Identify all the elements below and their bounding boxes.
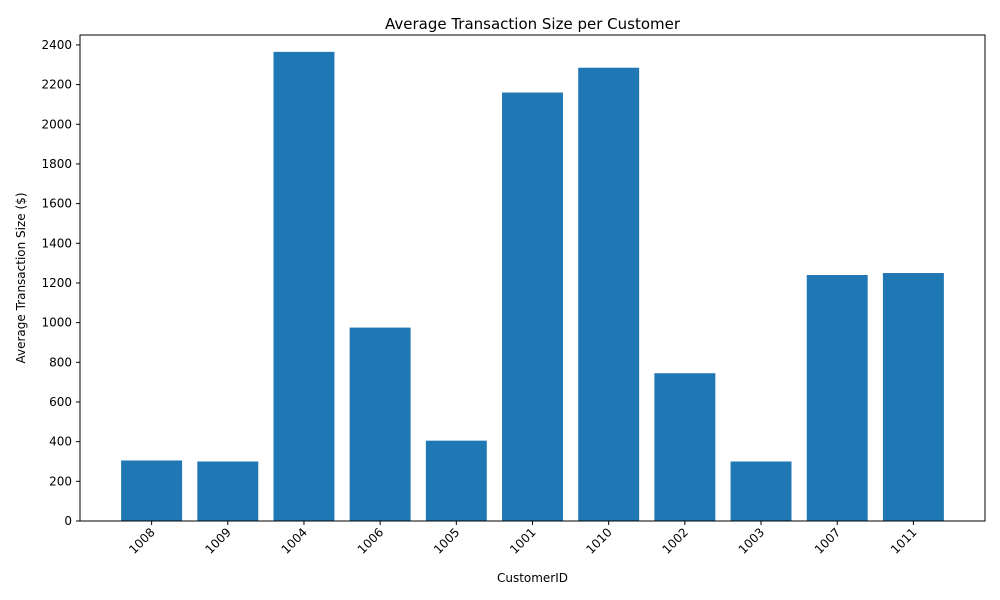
y-tick-label: 2000 xyxy=(41,117,72,131)
x-tick-label-1008: 1008 xyxy=(126,525,157,556)
x-tick-label-1009: 1009 xyxy=(202,525,233,556)
plot-frame xyxy=(79,34,986,522)
y-tick-label: 0 xyxy=(64,514,72,528)
bar-1003 xyxy=(730,461,792,521)
x-tick-label-1002: 1002 xyxy=(659,525,690,556)
y-tick-label: 200 xyxy=(49,474,72,488)
x-tick-label-1010: 1010 xyxy=(583,525,614,556)
x-tick-label-1006: 1006 xyxy=(355,525,386,556)
x-tick-label-1003: 1003 xyxy=(736,525,767,556)
bar-1008 xyxy=(121,460,183,521)
x-tick-label-1001: 1001 xyxy=(507,525,538,556)
y-tick-label: 1400 xyxy=(41,236,72,250)
y-tick-label: 400 xyxy=(49,435,72,449)
bar-1001 xyxy=(502,92,563,521)
y-axis-label: Average Transaction Size ($) xyxy=(14,193,28,364)
bars xyxy=(121,51,944,522)
bar-1007 xyxy=(806,275,868,521)
bar-1009 xyxy=(197,461,259,521)
y-tick-label: 1200 xyxy=(41,276,72,290)
x-tick-label-1004: 1004 xyxy=(279,525,310,556)
y-tick-label: 1000 xyxy=(41,316,72,330)
y-tick-label: 800 xyxy=(49,355,72,369)
y-tick-label: 1800 xyxy=(41,157,72,171)
x-axis-label: CustomerID xyxy=(497,571,568,585)
y-tick-label: 600 xyxy=(49,395,72,409)
bar-1010 xyxy=(578,67,640,521)
x-axis: 1008 1009 1004 1006 1005 1001 1010 1002 1003 1007… xyxy=(126,521,920,557)
bar-1011 xyxy=(882,273,944,521)
y-axis: 0 200 400 600 800 1000 1200 1400 1600 1800 2000 220… xyxy=(41,38,80,528)
bar-1002 xyxy=(654,373,716,521)
x-tick-label-1005: 1005 xyxy=(431,525,462,556)
y-tick-label: 2200 xyxy=(41,78,72,92)
bar-1005 xyxy=(425,440,487,521)
bar-1006 xyxy=(349,327,411,521)
x-tick-label-1007: 1007 xyxy=(812,525,843,556)
y-tick-label: 1600 xyxy=(41,197,72,211)
chart-title: Average Transaction Size per Customer xyxy=(385,15,681,33)
bar-1004 xyxy=(273,51,335,522)
x-tick-label-1011: 1011 xyxy=(888,525,919,556)
y-tick-label: 2400 xyxy=(41,38,72,52)
